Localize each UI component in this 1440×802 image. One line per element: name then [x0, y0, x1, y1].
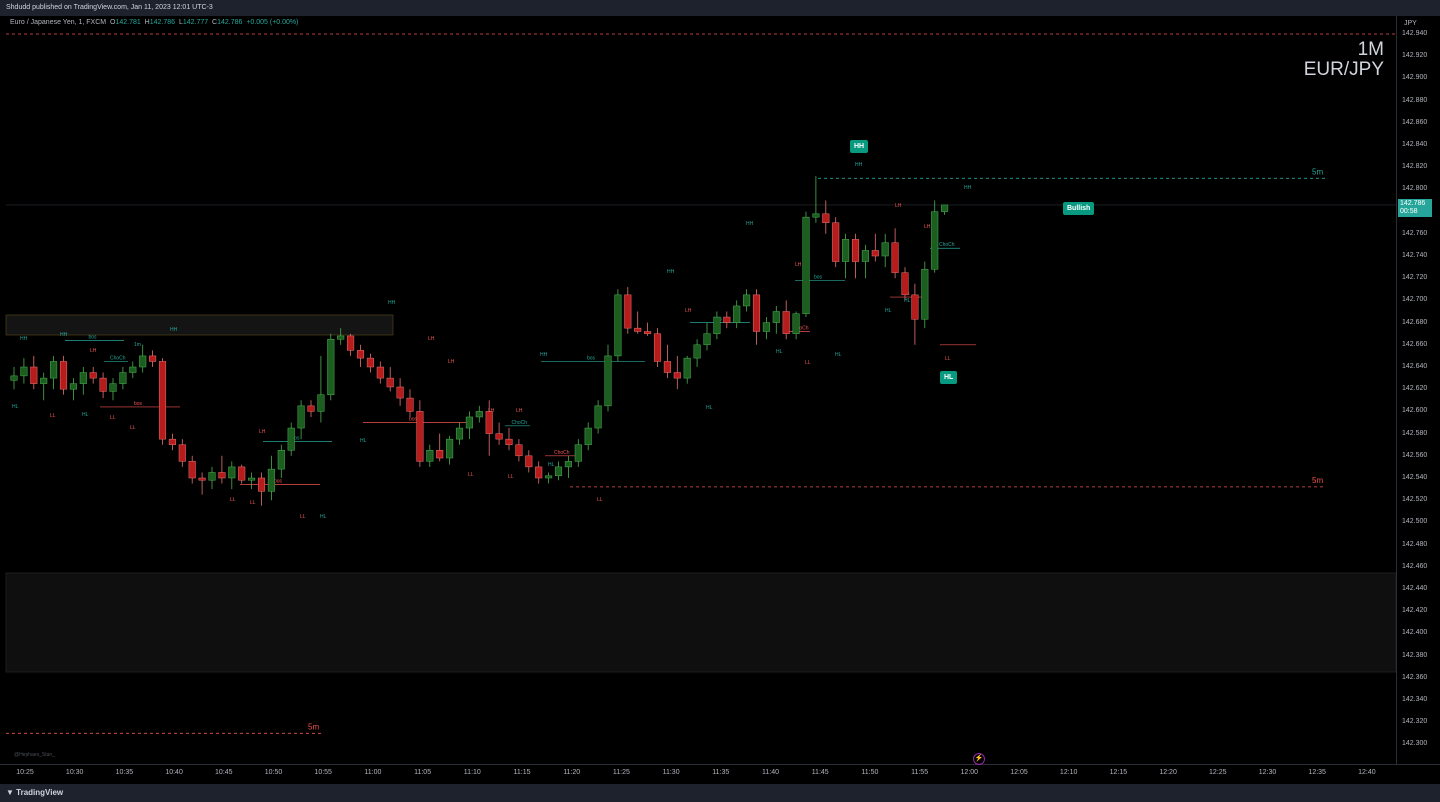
- time-tick: 12:30: [1258, 769, 1277, 776]
- price-tick: 142.340: [1402, 696, 1428, 703]
- time-tick: 12:15: [1109, 769, 1128, 776]
- bullish-badge: Bullish: [1063, 202, 1095, 215]
- watermark: 1M EUR/JPY: [1304, 40, 1384, 80]
- price-tick: 142.860: [1402, 118, 1428, 126]
- time-tick: 11:50: [861, 769, 879, 776]
- time-tick: 12:40: [1358, 769, 1376, 776]
- price-tick: 142.380: [1402, 651, 1428, 659]
- time-tick: 12:10: [1059, 769, 1078, 776]
- price-tick: 142.740: [1402, 252, 1428, 259]
- change-value: +0.005 (+0.00%): [246, 19, 299, 26]
- open-label: O: [110, 19, 116, 26]
- price-tick: 142.640: [1402, 363, 1428, 370]
- price-tick: 142.320: [1402, 718, 1428, 726]
- time-tick: 10:50: [264, 769, 283, 776]
- time-tick: 11:25: [612, 769, 630, 776]
- time-tick: 11:35: [712, 769, 730, 776]
- price-tick: 142.800: [1402, 185, 1428, 193]
- price-tick: 142.480: [1402, 540, 1428, 548]
- last-price-tag: 142.786 00:58: [1398, 199, 1432, 217]
- time-tick: 11:00: [364, 769, 382, 776]
- open-value: 142.781: [115, 19, 141, 26]
- price-tick: 142.900: [1402, 74, 1428, 82]
- flash-icon[interactable]: ⚡: [973, 753, 985, 765]
- price-tick: 142.600: [1402, 407, 1428, 415]
- price-tick: 142.940: [1402, 30, 1428, 37]
- hh-badge: HH: [850, 140, 869, 153]
- price-tick: 142.460: [1402, 562, 1428, 570]
- price-tick: 142.300: [1402, 740, 1428, 748]
- time-tick: 12:35: [1308, 769, 1326, 776]
- symbol-name: Euro / Japanese Yen, 1, FXCM: [10, 19, 107, 26]
- price-tick: 142.680: [1402, 318, 1428, 326]
- price-tick: 142.620: [1402, 385, 1428, 393]
- low-label: L: [178, 19, 183, 26]
- price-tick: 142.820: [1402, 163, 1428, 171]
- price-tick: 142.560: [1402, 451, 1428, 459]
- time-tick: 10:25: [16, 769, 34, 776]
- tradingview-logo[interactable]: ▼ TradingView: [6, 788, 64, 797]
- watermark-timeframe: 1M: [1357, 39, 1384, 60]
- time-tick: 11:05: [414, 769, 432, 776]
- time-tick: 11:30: [662, 769, 680, 776]
- time-tick: 10:35: [115, 769, 134, 776]
- price-tick: 142.660: [1402, 340, 1428, 348]
- price-tick: 142.520: [1402, 496, 1428, 504]
- time-tick: 11:40: [762, 769, 779, 776]
- brand-name: TradingView: [16, 788, 64, 797]
- price-tick: 142.700: [1402, 296, 1428, 304]
- low-value: 142.777: [182, 19, 209, 26]
- close-value: 142.786: [217, 19, 243, 26]
- author-credit: @Hephaes_Stan_: [14, 752, 55, 758]
- time-tick: 11:20: [563, 769, 581, 776]
- time-tick: 11:10: [463, 769, 481, 776]
- time-tick: 12:05: [1010, 769, 1028, 776]
- time-tick: 12:25: [1209, 769, 1227, 776]
- price-tick: 142.760: [1402, 229, 1428, 237]
- time-tick: 10:30: [65, 769, 84, 776]
- price-tick: 142.920: [1402, 52, 1428, 60]
- publisher-text: Shdudd published on TradingView.com, Jan…: [6, 4, 213, 11]
- price-tick: 142.360: [1402, 673, 1428, 681]
- price-tick: 142.880: [1402, 96, 1428, 104]
- time-tick: 12:00: [960, 769, 979, 776]
- publisher-bar: Shdudd published on TradingView.com, Jan…: [0, 0, 1440, 16]
- currency-label: JPY: [1404, 20, 1417, 27]
- time-tick: 11:45: [811, 769, 829, 776]
- chart-area[interactable]: [6, 16, 1396, 764]
- time-scale[interactable]: [0, 764, 1440, 785]
- price-tick: 142.440: [1402, 585, 1428, 592]
- price-tick: 142.540: [1402, 474, 1428, 481]
- watermark-pair: EUR/JPY: [1303, 59, 1384, 80]
- price-tick: 142.580: [1402, 429, 1428, 437]
- time-tick: 10:45: [215, 769, 233, 776]
- price-tick: 142.420: [1402, 607, 1428, 615]
- price-tick: 142.500: [1402, 518, 1428, 526]
- last-price: 142.786: [1400, 200, 1426, 207]
- price-tick: 142.840: [1402, 141, 1428, 148]
- bar-countdown: 00:58: [1400, 208, 1418, 215]
- time-tick: 12:20: [1159, 769, 1177, 776]
- time-tick: 10:55: [314, 769, 332, 776]
- time-tick: 10:40: [165, 769, 183, 776]
- bottom-bar: ▼ TradingView: [0, 784, 1440, 802]
- high-value: 142.786: [149, 19, 176, 26]
- price-tick: 142.720: [1402, 274, 1428, 282]
- time-tick: 11:15: [513, 769, 531, 776]
- time-tick: 11:55: [911, 769, 929, 776]
- price-tick: 142.400: [1402, 629, 1428, 637]
- price-scale[interactable]: [1396, 16, 1440, 764]
- close-label: C: [212, 19, 218, 26]
- high-label: H: [144, 19, 150, 26]
- symbol-legend[interactable]: Euro / Japanese Yen, 1, FXCM O142.781 H1…: [10, 19, 298, 26]
- hl-badge: HL: [940, 371, 958, 384]
